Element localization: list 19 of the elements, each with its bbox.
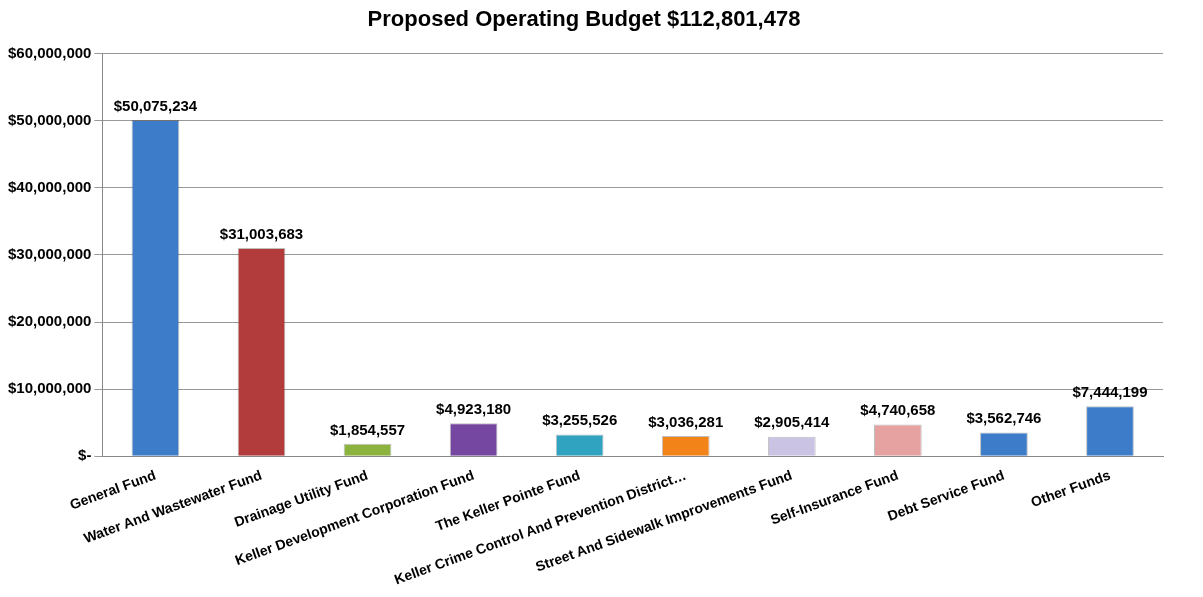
y-tick-label: $20,000,000 — [7, 312, 92, 330]
data-label: $3,255,526 — [542, 411, 618, 429]
data-label: $50,075,234 — [113, 96, 198, 114]
data-label: $31,003,683 — [219, 224, 304, 242]
y-tick-label: $40,000,000 — [7, 177, 92, 195]
data-label: $3,562,746 — [966, 409, 1042, 427]
data-label: $7,444,199 — [1072, 382, 1148, 400]
y-tick-label: $- — [78, 446, 92, 464]
data-label: $1,854,557 — [330, 420, 406, 438]
x-tick-label: Other Funds — [1028, 466, 1113, 511]
data-label: $4,923,180 — [436, 399, 512, 417]
y-tick-label: $50,000,000 — [7, 110, 92, 128]
data-label: $3,036,281 — [648, 412, 724, 430]
data-label: $2,905,414 — [754, 413, 830, 431]
y-tick-label: $60,000,000 — [7, 43, 92, 61]
y-tick-label: $10,000,000 — [7, 379, 92, 397]
chart-title: Proposed Operating Budget $112,801,478 — [367, 6, 801, 32]
data-label: $4,740,658 — [860, 401, 936, 419]
y-tick-label: $30,000,000 — [7, 245, 92, 262]
